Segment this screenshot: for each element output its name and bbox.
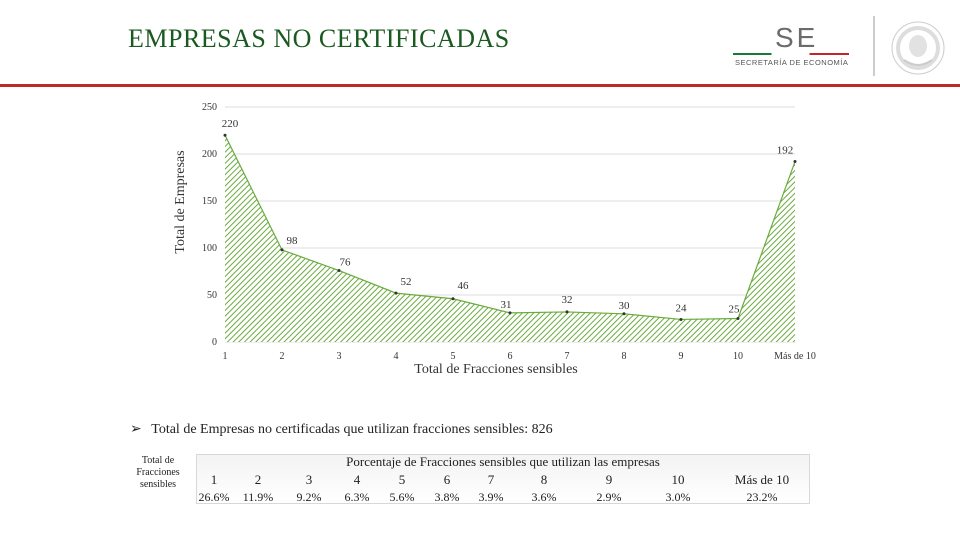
table-value-cell: 3.0% [665, 489, 691, 504]
table-value-cell: 6.3% [344, 489, 370, 504]
data-point [508, 311, 512, 315]
table-value-cell: 3.9% [478, 489, 504, 504]
y-tick-label: 0 [212, 337, 217, 348]
data-point [451, 297, 455, 301]
data-label: 220 [222, 118, 239, 130]
x-tick-label: 10 [733, 351, 743, 362]
data-point [622, 312, 626, 316]
header-divider [0, 84, 960, 87]
percentage-table: Porcentaje de Fracciones sensibles que u… [196, 454, 810, 506]
y-tick-label: 100 [202, 243, 217, 254]
data-label: 46 [458, 280, 470, 292]
data-point [793, 160, 797, 164]
table-value-cell: 2.9% [596, 489, 622, 504]
table-header-cell: 1 [210, 472, 218, 487]
table-frame [196, 454, 810, 504]
data-label: 24 [676, 302, 688, 314]
y-tick-label: 250 [202, 102, 217, 113]
x-tick-label: 7 [565, 351, 570, 362]
table-header-cell: 7 [487, 472, 495, 487]
table-header-cell: 8 [540, 472, 548, 487]
table-header-cell: Más de 10 [734, 472, 790, 487]
x-tick-label: 2 [280, 351, 285, 362]
x-tick-label: 6 [508, 351, 513, 362]
x-tick-label: 8 [622, 351, 627, 362]
data-label: 52 [401, 276, 412, 288]
table-header-cell: 5 [398, 472, 406, 487]
table-header-cell: 3 [305, 472, 313, 487]
x-tick-label: 3 [337, 351, 342, 362]
y-axis-label: Total de Empresas [173, 150, 188, 253]
table-row-label: Total de Fracciones sensibles [136, 455, 180, 490]
x-tick-label: 4 [394, 351, 399, 362]
summary-line: ➢ Total de Empresas no certificadas que … [130, 421, 553, 438]
data-label: 192 [777, 145, 794, 157]
table-header-cell: 6 [443, 472, 451, 487]
table-caption: Porcentaje de Fracciones sensibles que u… [346, 454, 660, 469]
area-chart: 0 50 100 150 200 250 1 2 3 4 5 6 7 8 9 10 Más de 10 220… [173, 102, 816, 377]
table-value-cell: 3.8% [434, 489, 460, 504]
data-point [679, 317, 683, 321]
data-point [565, 310, 569, 314]
table-value-cell: 9.2% [296, 489, 322, 504]
x-axis-label: Total de Fracciones sensibles [414, 362, 577, 377]
data-label: 98 [287, 235, 299, 247]
table-value-cell: 11.9% [242, 489, 274, 504]
arrow-bullet-icon: ➢ [130, 422, 142, 437]
data-point [337, 269, 341, 273]
data-label: 32 [562, 294, 573, 306]
table-value-cell: 26.6% [198, 489, 230, 504]
table-value-cell: 5.6% [389, 489, 415, 504]
data-label: 30 [619, 300, 631, 312]
table-header-cell: 2 [254, 472, 262, 487]
data-point [394, 291, 398, 295]
table-header-cell: 4 [353, 472, 361, 487]
data-point [736, 317, 740, 320]
data-point [223, 133, 227, 137]
series-area [225, 135, 795, 342]
se-logo: SE [775, 22, 819, 53]
national-seal-icon [873, 16, 945, 76]
logo-tricolor-line [733, 53, 849, 55]
page-title: EMPRESAS NO CERTIFICADAS [128, 24, 510, 53]
table-header-cell: 10 [671, 472, 685, 487]
data-label: 25 [729, 304, 741, 316]
x-tick-label: 9 [679, 351, 684, 362]
y-tick-label: 150 [202, 196, 217, 207]
data-label: 31 [501, 299, 512, 311]
table-value-cell: 3.6% [531, 489, 557, 504]
summary-text: Total de Empresas no certificadas que ut… [151, 422, 553, 437]
logo-subtitle: SECRETARÍA DE ECONOMÍA [735, 58, 849, 67]
data-point [280, 248, 284, 252]
table-header-cell: 9 [605, 472, 613, 487]
y-tick-label: 50 [207, 290, 217, 301]
x-tick-label: 5 [451, 351, 456, 362]
table-value-cell: 23.2% [746, 489, 778, 504]
y-tick-label: 200 [202, 149, 217, 160]
x-tick-label: 1 [223, 351, 228, 362]
x-tick-label: Más de 10 [774, 351, 816, 362]
data-label: 76 [340, 257, 352, 269]
